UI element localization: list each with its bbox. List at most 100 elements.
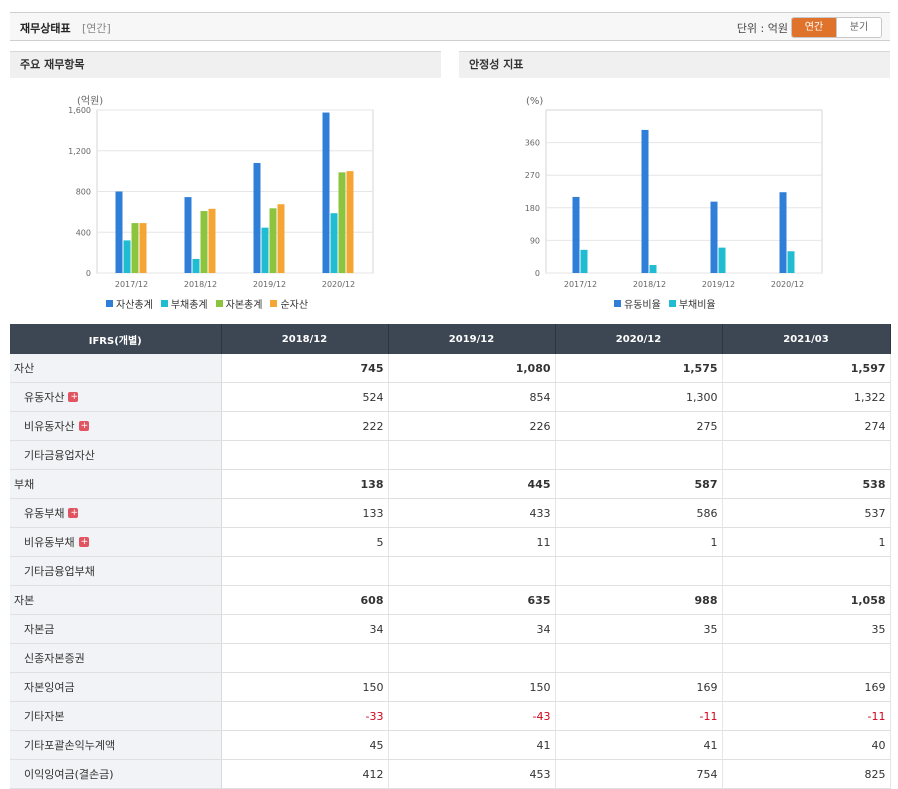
row-label-text: 자산 bbox=[14, 362, 35, 375]
y-tick-label: 1,600 bbox=[68, 106, 91, 115]
value-cell: 169 bbox=[722, 672, 891, 702]
bar-부채총계[interactable] bbox=[192, 258, 200, 273]
value-cell: 34 bbox=[221, 614, 389, 644]
row-label-text: 기타금융업자산 bbox=[24, 449, 95, 462]
expand-plus-icon[interactable] bbox=[68, 392, 79, 402]
table-row: 부채 138 445 587 538 bbox=[10, 469, 891, 499]
legend-item[interactable]: 부채비율 bbox=[668, 296, 716, 311]
bar-순자산[interactable] bbox=[277, 204, 285, 273]
header-period: 2020/12 bbox=[555, 324, 723, 354]
financial-items-chart: (억원) 0 400 800 1,200 1,600 2017/12 2018/12 2019/… bbox=[68, 95, 374, 289]
value-cell: 754 bbox=[555, 759, 723, 789]
header-basis: IFRS(개별) bbox=[10, 324, 222, 354]
value-cell: 1,080 bbox=[388, 354, 556, 383]
bar-부채비율[interactable] bbox=[718, 247, 726, 273]
bar-유동비율[interactable] bbox=[710, 201, 718, 273]
value-cell: 635 bbox=[388, 585, 556, 615]
value-cell bbox=[221, 556, 389, 586]
expand-plus-icon[interactable] bbox=[78, 421, 89, 431]
plot-area bbox=[545, 109, 823, 274]
value-cell: 138 bbox=[221, 469, 389, 499]
row-label: 기타자본 bbox=[10, 701, 222, 731]
row-label-text: 유동자산 bbox=[24, 391, 65, 404]
value-cell: 34 bbox=[388, 614, 556, 644]
bar-자본총계[interactable] bbox=[338, 172, 346, 273]
table-row: 자본잉여금 150 150 169 169 bbox=[10, 672, 891, 702]
bar-자산총계[interactable] bbox=[322, 112, 330, 273]
value-cell: 608 bbox=[221, 585, 389, 615]
bar-자산총계[interactable] bbox=[115, 191, 123, 274]
table-row: 기타자본 -33 -43 -11 -11 bbox=[10, 701, 891, 731]
bar-자본총계[interactable] bbox=[269, 208, 277, 273]
value-cell: 169 bbox=[555, 672, 723, 702]
y-tick-label: 90 bbox=[530, 236, 540, 245]
bar-자본총계[interactable] bbox=[200, 211, 208, 273]
bar-부채비율[interactable] bbox=[787, 251, 795, 273]
value-cell: 222 bbox=[221, 411, 389, 441]
legend-item[interactable]: 순자산 bbox=[270, 296, 308, 311]
table-row: 신종자본증권 bbox=[10, 643, 891, 673]
value-cell: -33 bbox=[221, 701, 389, 731]
bar-유동비율[interactable] bbox=[641, 129, 649, 273]
value-cell: 41 bbox=[555, 730, 723, 760]
bar-부채비율[interactable] bbox=[580, 249, 588, 273]
bar-유동비율[interactable] bbox=[572, 196, 580, 273]
value-cell: 35 bbox=[555, 614, 723, 644]
bar-부채비율[interactable] bbox=[649, 265, 657, 273]
row-label: 비유동부채 bbox=[10, 527, 222, 557]
legend-swatch bbox=[160, 300, 168, 307]
value-cell: 1,300 bbox=[555, 382, 723, 412]
value-cell: 41 bbox=[388, 730, 556, 760]
row-label-text: 신종자본증권 bbox=[24, 652, 85, 665]
table-row: 기타금융업자산 bbox=[10, 440, 891, 470]
legend-swatch bbox=[270, 300, 278, 307]
annual-toggle-button[interactable]: 연간 bbox=[792, 18, 836, 37]
table-row: 기타포괄손익누계액 45 41 41 40 bbox=[10, 730, 891, 760]
row-label-text: 비유동자산 bbox=[24, 420, 75, 433]
value-cell: 1,575 bbox=[555, 354, 723, 383]
row-label-text: 기타금융업부채 bbox=[24, 565, 95, 578]
y-tick-label: 400 bbox=[76, 228, 91, 237]
table-row: 비유동부채51111 bbox=[10, 527, 891, 557]
period-toggle: 연간 분기 bbox=[791, 17, 882, 38]
value-cell: 1 bbox=[555, 527, 723, 557]
value-cell: 45 bbox=[221, 730, 389, 760]
bar-부채총계[interactable] bbox=[261, 227, 269, 273]
bar-자본총계[interactable] bbox=[131, 223, 139, 273]
legend-item[interactable]: 자산총계 bbox=[106, 296, 153, 311]
value-cell: 745 bbox=[221, 354, 389, 383]
bar-부채총계[interactable] bbox=[330, 213, 338, 273]
legend-item[interactable]: 자본총계 bbox=[215, 296, 262, 311]
value-cell: -11 bbox=[722, 701, 891, 731]
bar-자산총계[interactable] bbox=[253, 162, 261, 273]
bar-순자산[interactable] bbox=[139, 223, 147, 273]
value-cell bbox=[388, 643, 556, 673]
value-cell: 538 bbox=[722, 469, 891, 499]
value-cell: 1,058 bbox=[722, 585, 891, 615]
value-cell bbox=[388, 556, 556, 586]
value-cell: -11 bbox=[555, 701, 723, 731]
bar-자산총계[interactable] bbox=[184, 197, 192, 273]
row-label-text: 자본 bbox=[14, 594, 35, 607]
legend-item[interactable]: 부채총계 bbox=[160, 296, 208, 311]
bar-순자산[interactable] bbox=[346, 171, 354, 273]
legend-label: 자산총계 bbox=[116, 300, 153, 311]
legend-item[interactable]: 유동비율 bbox=[614, 296, 661, 311]
x-tick-label: 2017/12 bbox=[115, 280, 148, 289]
value-cell: 1,322 bbox=[722, 382, 891, 412]
expand-plus-icon[interactable] bbox=[78, 537, 89, 547]
value-cell: 854 bbox=[388, 382, 556, 412]
bar-순자산[interactable] bbox=[208, 208, 216, 273]
row-label: 이익잉여금(결손금) bbox=[10, 759, 222, 789]
quarter-toggle-button[interactable]: 분기 bbox=[836, 18, 881, 37]
bar-부채총계[interactable] bbox=[123, 240, 131, 273]
row-label-text: 기타자본 bbox=[24, 710, 65, 723]
bar-유동비율[interactable] bbox=[779, 192, 787, 273]
table-row: 자산 745 1,080 1,575 1,597 bbox=[10, 354, 891, 383]
value-cell bbox=[722, 556, 891, 586]
expand-plus-icon[interactable] bbox=[68, 508, 79, 518]
row-label: 부채 bbox=[10, 469, 222, 499]
value-cell bbox=[555, 643, 723, 673]
